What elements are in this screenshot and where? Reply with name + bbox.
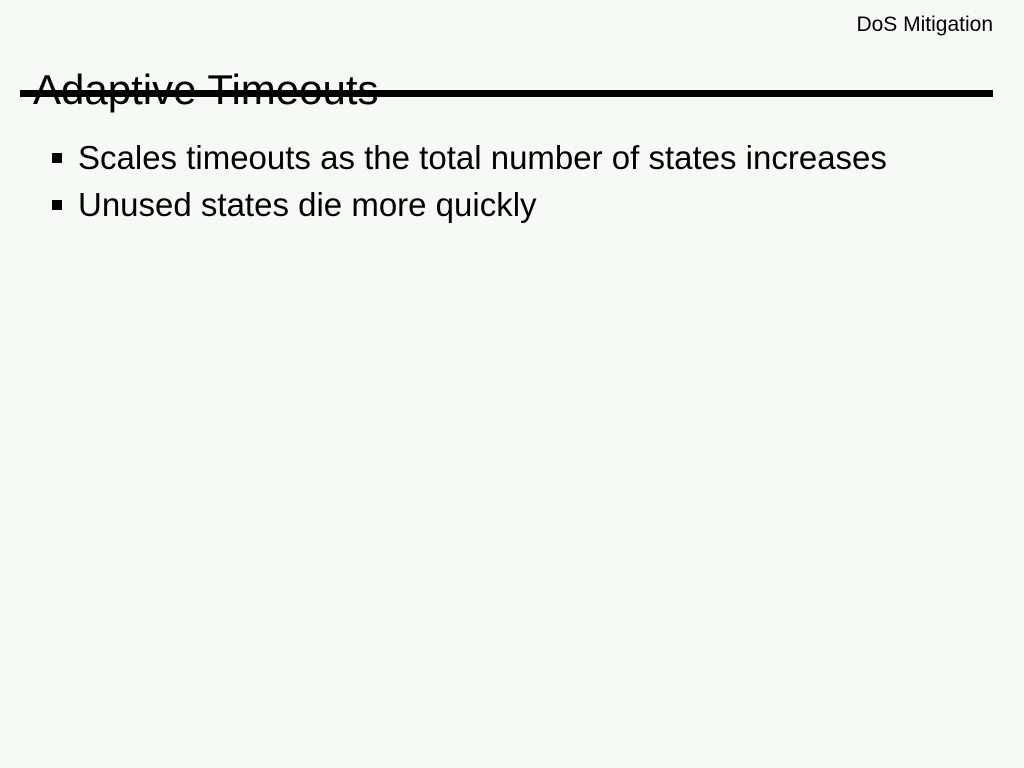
slide-title: Adaptive Timeouts: [33, 68, 379, 112]
bullet-list: Scales timeouts as the total number of s…: [52, 134, 1004, 228]
slide-header-label: DoS Mitigation: [856, 13, 993, 36]
bullet-text: Scales timeouts as the total number of s…: [78, 138, 887, 176]
list-item: Scales timeouts as the total number of s…: [52, 134, 1004, 181]
square-bullet-icon: [52, 199, 62, 210]
list-item: Unused states die more quickly: [52, 181, 1004, 228]
square-bullet-icon: [52, 152, 62, 163]
bullet-text: Unused states die more quickly: [78, 185, 537, 223]
title-divider-rule: [20, 90, 993, 97]
